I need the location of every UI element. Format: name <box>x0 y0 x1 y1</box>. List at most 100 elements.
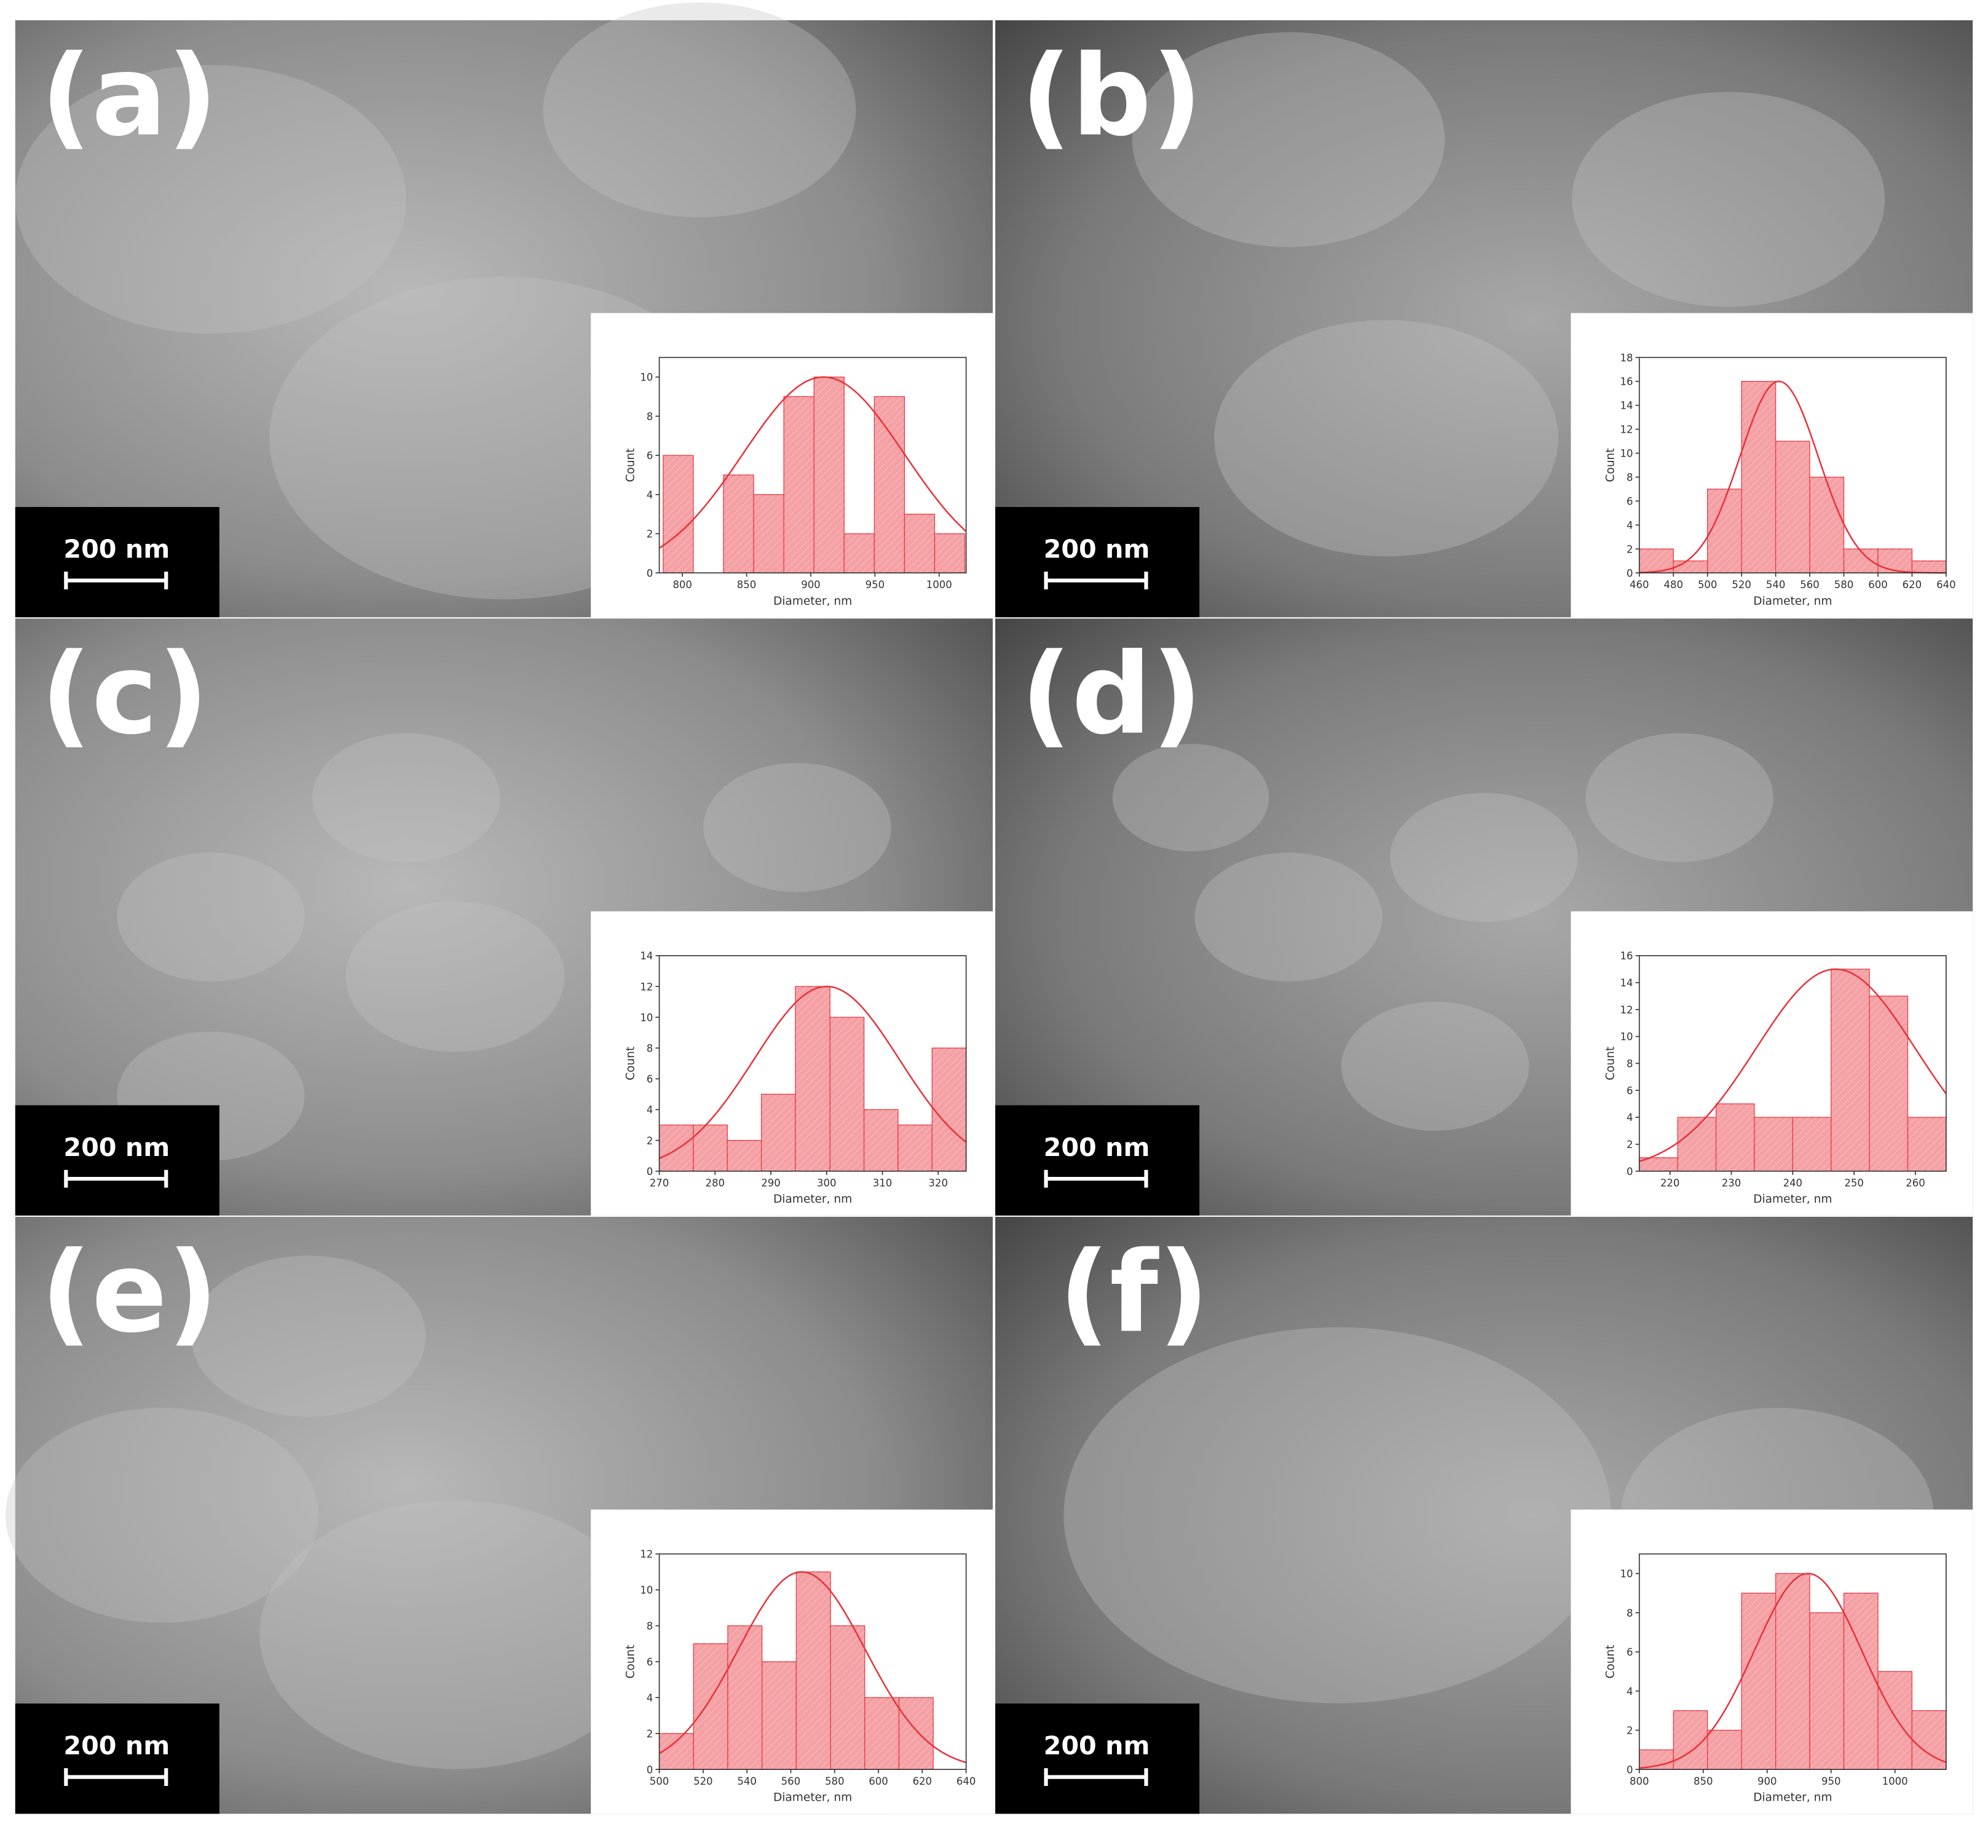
y-tick-label: 2 <box>647 1135 653 1147</box>
particle <box>1194 852 1383 982</box>
bar-hatch <box>814 377 845 573</box>
y-tick-label: 8 <box>647 411 653 422</box>
x-tick-label: 500 <box>650 1775 669 1787</box>
scale-bar-box <box>995 1105 1200 1216</box>
particle <box>259 1500 651 1769</box>
x-tick-label: 580 <box>825 1775 844 1787</box>
plot-frame <box>658 356 967 574</box>
y-tick-label: 0 <box>647 567 653 579</box>
bar-hatch <box>1810 477 1844 573</box>
y-tick-label: 8 <box>647 1043 653 1055</box>
particle <box>1214 320 1558 557</box>
y-axis-label: Count <box>624 1047 637 1080</box>
panel-label: (b) <box>1020 31 1202 161</box>
bar-hatch <box>1775 1573 1810 1770</box>
bar-hatch <box>727 1626 762 1770</box>
y-tick-label: 12 <box>1620 424 1633 436</box>
bar-hatch <box>1741 1593 1776 1770</box>
x-tick-label: 270 <box>650 1177 669 1189</box>
x-tick-label: 320 <box>929 1177 948 1189</box>
bar-hatch <box>897 1125 933 1171</box>
bar-hatch <box>934 533 965 573</box>
y-tick-label: 2 <box>1627 543 1633 555</box>
x-tick-label: 900 <box>801 579 820 591</box>
bar-hatch <box>762 1661 797 1770</box>
y-axis-label: Count <box>1604 1047 1617 1080</box>
panel-label: (f) <box>1059 1228 1209 1358</box>
scale-bar-box <box>995 1703 1200 1814</box>
bar-hatch <box>1907 1117 1946 1171</box>
fit-curve <box>1639 1573 1947 1769</box>
scale-bar <box>64 572 168 590</box>
bar-hatch <box>1793 1117 1831 1171</box>
bar-hatch <box>761 1094 795 1171</box>
x-tick-label: 240 <box>1783 1177 1802 1189</box>
x-tick-label: 560 <box>1800 579 1819 591</box>
scale-bar-box <box>15 1105 219 1216</box>
y-tick-label: 14 <box>640 950 653 962</box>
particle <box>191 1256 426 1417</box>
x-tick-label: 480 <box>1663 579 1682 591</box>
bar-hatch <box>1754 1117 1793 1171</box>
particle <box>5 1407 318 1623</box>
scale-bar-label: 200 nm <box>63 534 170 564</box>
panel-label: (a) <box>41 31 218 161</box>
x-tick-label: 640 <box>957 1775 976 1787</box>
bar-hatch <box>1809 1613 1844 1770</box>
bar-hatch <box>727 1140 762 1171</box>
y-tick-label: 14 <box>1620 977 1633 989</box>
y-tick-label: 10 <box>640 1012 653 1023</box>
y-tick-label: 0 <box>1627 567 1633 579</box>
x-axis-label: Diameter, nm <box>773 595 852 608</box>
bar-hatch <box>1831 969 1870 1171</box>
particle <box>1341 1002 1529 1131</box>
scale-bar-label: 200 nm <box>1044 1731 1150 1760</box>
bar-hatch <box>830 1626 865 1770</box>
bar-hatch <box>899 1697 934 1770</box>
scale-bar-box <box>995 506 1200 618</box>
y-tick-label: 16 <box>1620 376 1633 388</box>
x-tick-label: 560 <box>781 1775 800 1787</box>
panel-label: (c) <box>41 629 208 759</box>
bar-hatch <box>904 514 935 573</box>
scale-bar <box>64 1768 168 1786</box>
plot-frame <box>658 955 967 1172</box>
fit-curve <box>658 1571 966 1763</box>
y-tick-label: 14 <box>1620 400 1633 412</box>
x-tick-label: 1000 <box>1882 1775 1908 1787</box>
x-tick-label: 580 <box>1834 579 1853 591</box>
x-tick-label: 800 <box>673 579 692 591</box>
fit-curve <box>659 985 967 1159</box>
x-tick-label: 220 <box>1660 1177 1679 1189</box>
bar-hatch <box>864 1109 898 1171</box>
y-tick-label: 12 <box>640 981 653 993</box>
x-tick-label: 640 <box>1936 579 1955 591</box>
y-tick-label: 2 <box>647 529 653 540</box>
x-axis-label: Diameter, nm <box>1753 1791 1832 1804</box>
fit-curve <box>1639 968 1947 1162</box>
particle <box>15 65 406 334</box>
particle <box>312 733 500 862</box>
bar-hatch <box>1639 1157 1678 1171</box>
bar-hatch <box>693 1643 728 1770</box>
x-tick-label: 460 <box>1630 579 1649 591</box>
fit-curve <box>1639 380 1946 574</box>
x-tick-label: 500 <box>1698 579 1717 591</box>
x-tick-label: 950 <box>1821 1775 1840 1787</box>
bar-hatch <box>663 455 693 573</box>
bar-hatch <box>784 396 815 573</box>
bar-hatch <box>844 533 875 573</box>
y-tick-label: 10 <box>1620 1031 1633 1043</box>
x-tick-label: 300 <box>817 1177 836 1189</box>
y-axis-label: Count <box>1604 448 1617 482</box>
y-tick-label: 10 <box>640 1584 653 1596</box>
x-axis-label: Diameter, nm <box>1753 1193 1832 1206</box>
y-tick-label: 4 <box>647 489 653 501</box>
x-tick-label: 850 <box>737 579 756 591</box>
y-tick-label: 8 <box>1627 1607 1633 1619</box>
scale-bar-box <box>15 1703 219 1814</box>
bar-hatch <box>795 986 830 1171</box>
bar-hatch <box>1775 441 1810 573</box>
bar-hatch <box>1707 489 1742 573</box>
